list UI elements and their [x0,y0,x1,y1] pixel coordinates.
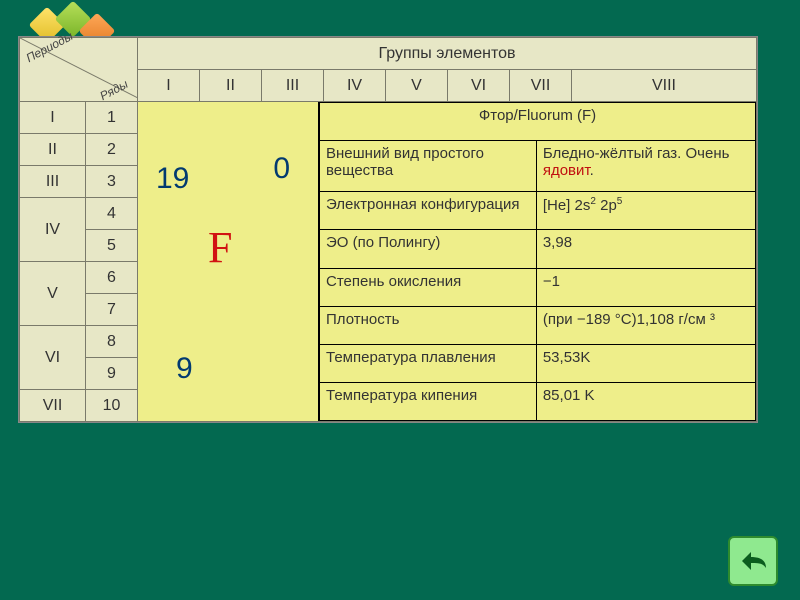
group-col-III: III [262,70,324,102]
group-col-V: V [386,70,448,102]
info-value: 85,01 K [536,382,755,420]
group-col-IV: IV [324,70,386,102]
element-info-table: Фтор/Fluorum (F)Внешний вид простого вещ… [319,102,756,421]
info-key: Температура кипения [320,382,537,420]
info-key: Степень окисления [320,268,537,306]
info-key: ЭО (по Полингу) [320,230,537,268]
element-symbol-box: 19 0 F 9 [138,102,318,421]
period-cell: IV [20,198,86,262]
row-cell: 5 [86,230,138,262]
group-col-I: I [138,70,200,102]
element-title: Фтор/Fluorum (F) [320,103,756,141]
period-cell: VI [20,326,86,390]
back-button[interactable] [728,536,778,586]
info-key: Плотность [320,306,537,344]
info-key: Температура плавления [320,344,537,382]
group-col-VIII: VIII [572,70,757,102]
info-value: Бледно-жёлтый газ. Очень ядовит. [536,141,755,192]
row-cell: 3 [86,166,138,198]
row-cell: 7 [86,294,138,326]
info-key: Электронная конфигурация [320,192,537,230]
period-cell: I [20,102,86,134]
row-cell: 10 [86,390,138,422]
period-cell: V [20,262,86,326]
periodic-grid: Периоды Ряды Группы элементов IIIIIIIVVV… [19,37,757,422]
mass-number: 19 [156,162,189,196]
info-key: Внешний вид простого вещества [320,141,537,192]
row-cell: 6 [86,262,138,294]
row-cell: 2 [86,134,138,166]
group-col-II: II [200,70,262,102]
oxidation-number: 0 [273,152,290,186]
row-cell: 4 [86,198,138,230]
info-value: 3,98 [536,230,755,268]
info-value: −1 [536,268,755,306]
info-value: [He] 2s2 2p5 [536,192,755,230]
group-col-VI: VI [448,70,510,102]
element-overlay-cell: 19 0 F 9 Фтор/Fluorum (F)Внешний вид простог… [138,102,757,422]
element-symbol: F [208,222,232,273]
period-cell: II [20,134,86,166]
groups-header: Группы элементов [138,38,757,70]
row-cell: 8 [86,326,138,358]
periodic-slide: Периоды Ряды Группы элементов IIIIIIIVVV… [18,36,758,423]
period-cell: VII [20,390,86,422]
row-cell: 1 [86,102,138,134]
element-info: Фтор/Fluorum (F)Внешний вид простого вещ… [318,102,756,421]
row-cell: 9 [86,358,138,390]
element-overlay: 19 0 F 9 Фтор/Fluorum (F)Внешний вид простог… [138,102,756,421]
atomic-number: 9 [176,352,193,386]
group-col-VII: VII [510,70,572,102]
return-icon [736,546,770,576]
info-value: (при −189 °C)1,108 г/см ³ [536,306,755,344]
info-value: 53,53K [536,344,755,382]
period-cell: III [20,166,86,198]
corner-cell: Периоды Ряды [20,38,138,102]
